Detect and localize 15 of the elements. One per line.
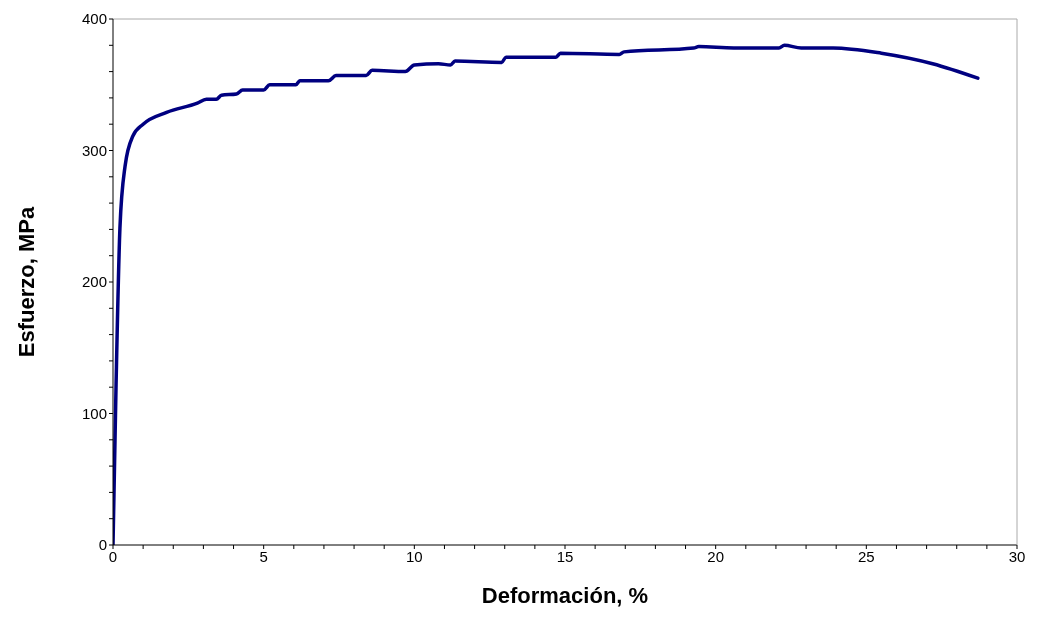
x-tick-label: 0 bbox=[108, 547, 118, 565]
y-tick-label: 400 bbox=[81, 10, 107, 28]
x-axis-title: Deformación, % bbox=[481, 583, 649, 608]
line-series bbox=[113, 43, 980, 545]
y-tick-label: 300 bbox=[81, 141, 107, 159]
x-tick-label: 10 bbox=[405, 547, 423, 565]
x-tick-label: 30 bbox=[1008, 547, 1026, 565]
x-tick-label: 15 bbox=[556, 547, 574, 565]
y-tick-label: 0 bbox=[98, 536, 107, 554]
y-axis-title: Esfuerzo, MPa bbox=[13, 206, 39, 358]
x-tick-label: 20 bbox=[707, 547, 725, 565]
y-tick-label: 100 bbox=[81, 404, 107, 422]
x-tick-label: 25 bbox=[857, 547, 875, 565]
x-tick-label: 5 bbox=[259, 547, 268, 565]
y-tick-label: 200 bbox=[81, 273, 107, 291]
